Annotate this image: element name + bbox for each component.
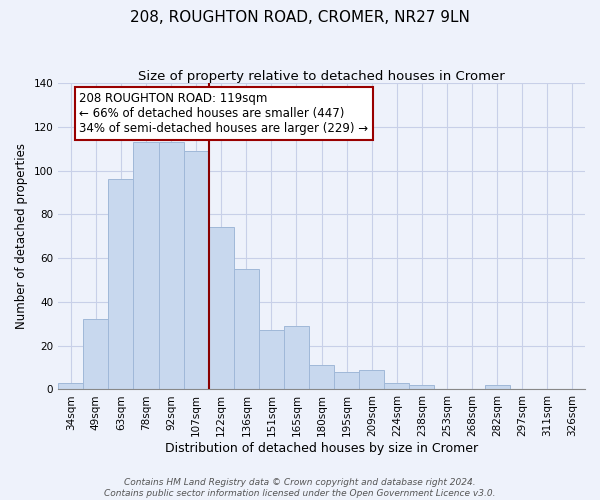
Bar xyxy=(359,370,385,390)
Bar xyxy=(284,326,309,390)
Bar xyxy=(109,180,133,390)
Text: Contains HM Land Registry data © Crown copyright and database right 2024.
Contai: Contains HM Land Registry data © Crown c… xyxy=(104,478,496,498)
Bar xyxy=(83,320,109,390)
Text: 208 ROUGHTON ROAD: 119sqm
← 66% of detached houses are smaller (447)
34% of semi: 208 ROUGHTON ROAD: 119sqm ← 66% of detac… xyxy=(79,92,368,135)
Bar xyxy=(485,385,510,390)
Bar xyxy=(209,228,234,390)
Title: Size of property relative to detached houses in Cromer: Size of property relative to detached ho… xyxy=(138,70,505,83)
Bar xyxy=(234,269,259,390)
Bar xyxy=(184,151,209,390)
Bar xyxy=(58,383,83,390)
Text: 208, ROUGHTON ROAD, CROMER, NR27 9LN: 208, ROUGHTON ROAD, CROMER, NR27 9LN xyxy=(130,10,470,25)
Bar xyxy=(409,385,434,390)
Bar xyxy=(158,142,184,390)
X-axis label: Distribution of detached houses by size in Cromer: Distribution of detached houses by size … xyxy=(165,442,478,455)
Bar xyxy=(334,372,359,390)
Bar xyxy=(133,142,158,390)
Bar xyxy=(385,383,409,390)
Bar xyxy=(259,330,284,390)
Y-axis label: Number of detached properties: Number of detached properties xyxy=(15,143,28,329)
Bar xyxy=(309,366,334,390)
